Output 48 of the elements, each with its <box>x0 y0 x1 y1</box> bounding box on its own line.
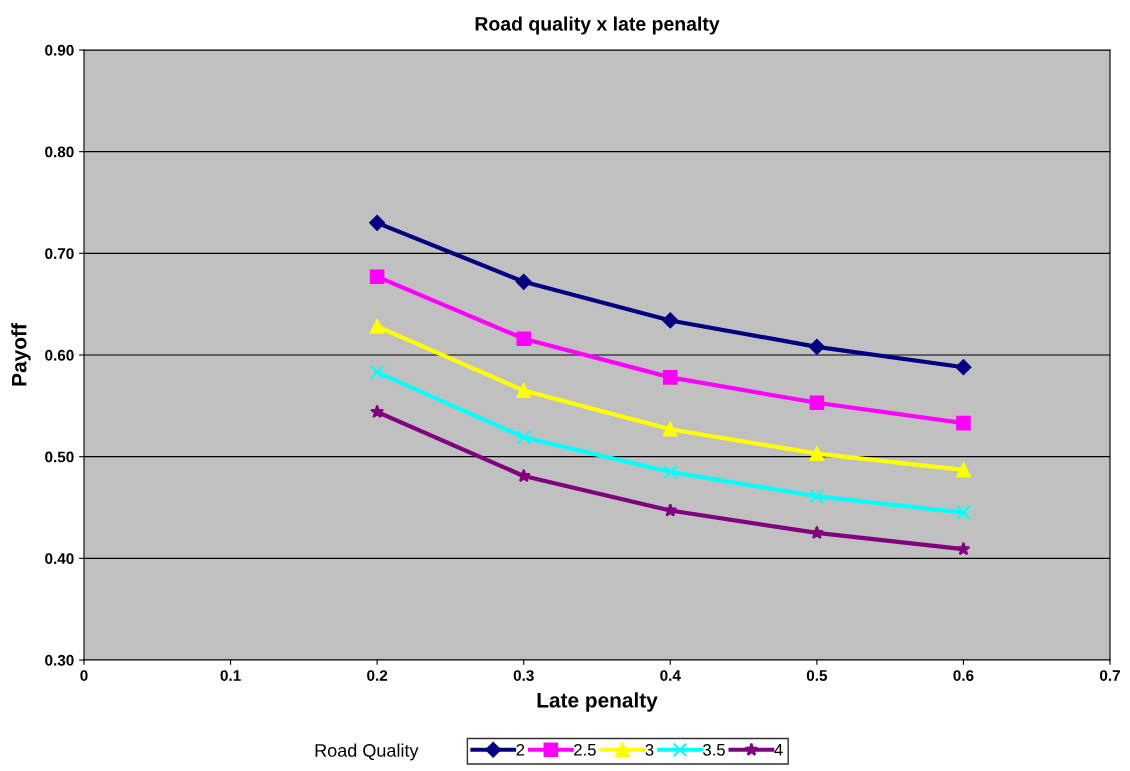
y-tick-label: 0.90 <box>45 44 74 56</box>
legend-label: 4 <box>774 744 783 756</box>
legend-label: 2.5 <box>574 743 596 756</box>
point <box>955 359 972 376</box>
point <box>369 364 385 380</box>
point <box>663 464 678 480</box>
x-tick-label: 0.4 <box>660 670 681 681</box>
point <box>663 421 678 437</box>
point <box>956 462 971 478</box>
point <box>369 269 385 285</box>
point <box>956 505 971 520</box>
x-tick-label: 0 <box>80 670 88 681</box>
point <box>662 312 679 329</box>
point <box>516 468 531 483</box>
x-tick-label: 0.5 <box>806 670 828 681</box>
legend-title: Road Quality <box>315 743 419 761</box>
point <box>809 395 825 411</box>
point <box>515 273 532 290</box>
y-tick-label: 0.80 <box>45 146 74 158</box>
point <box>663 503 678 517</box>
point <box>516 383 531 398</box>
legend-label: 3.5 <box>703 743 725 756</box>
point <box>956 541 971 556</box>
x-tick-label: 0.6 <box>953 670 974 681</box>
point <box>516 331 531 347</box>
x-axis-title: Late penalty <box>537 692 658 712</box>
x-tick-label: 0.2 <box>367 670 388 681</box>
y-tick-label: 0.30 <box>45 654 74 666</box>
legend-label: 2 <box>516 743 525 756</box>
y-tick-label: 0.60 <box>45 349 74 361</box>
point <box>369 214 386 231</box>
legend-label: 3 <box>645 743 654 756</box>
y-tick-label: 0.70 <box>45 248 74 260</box>
x-tick-label: 0.3 <box>513 670 534 681</box>
point <box>369 319 385 334</box>
x-tick-label: 0.1 <box>220 670 241 681</box>
point <box>809 489 825 504</box>
point <box>370 404 385 419</box>
point <box>516 430 531 445</box>
y-axis-title: Payoff <box>11 323 31 386</box>
point <box>808 338 825 355</box>
y-tick-label: 0.50 <box>45 451 74 463</box>
chart-title: Road quality x late penalty <box>475 16 720 35</box>
point <box>663 370 678 385</box>
point <box>809 446 825 461</box>
point <box>956 415 971 431</box>
x-tick-label: 0.7 <box>1099 670 1120 681</box>
y-tick-label: 0.40 <box>45 553 74 565</box>
